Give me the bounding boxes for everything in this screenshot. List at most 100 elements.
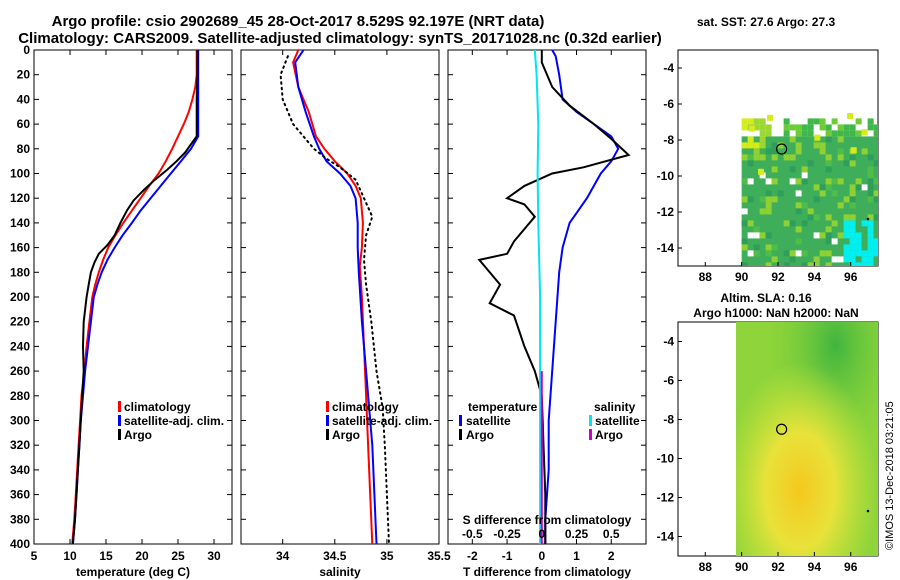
sst-cell [873, 130, 878, 137]
sst-cell [843, 238, 850, 245]
x-tick-label: 1 [573, 549, 580, 563]
sst-cell [801, 172, 808, 179]
sst-cell [867, 172, 874, 179]
difference-legend: temperature salinitysatelliteArgosatellit… [459, 400, 640, 442]
sst-cell [867, 262, 874, 266]
sst-cell [831, 130, 838, 137]
sst-cell [801, 124, 808, 131]
sst-cell [825, 124, 832, 131]
sst-cell [795, 226, 802, 233]
map-y-tick-label: -14 [657, 241, 675, 255]
legend-label: climatology [124, 400, 191, 414]
sst-cell [849, 124, 856, 131]
s-tick-label: -0.25 [493, 527, 521, 541]
sst-cell [759, 154, 766, 161]
sst-cell [807, 130, 814, 137]
sst-cell [825, 184, 832, 191]
sst-cell [849, 262, 856, 266]
sst-cell [813, 142, 820, 149]
legend-header-temperature: temperature [468, 400, 538, 414]
sst-cell [825, 136, 832, 143]
sst-cell [825, 262, 832, 266]
legend-swatch [326, 401, 329, 412]
sst-cell [783, 154, 790, 161]
s-tick-label: 0.25 [565, 527, 589, 541]
sst-cell [831, 256, 838, 263]
sst-cell [837, 154, 844, 161]
sst-cell [837, 130, 844, 137]
sst-cell [867, 184, 874, 191]
sst-cell [759, 118, 766, 125]
x-tick-label: 15 [99, 549, 113, 563]
sst-cell [819, 190, 826, 197]
sst-cell [861, 129, 868, 136]
sst-cell [855, 130, 862, 137]
map-y-tick-label: -12 [657, 205, 675, 219]
sst-cell [795, 208, 802, 215]
s-tick-label: 0.5 [603, 527, 620, 541]
sst-cell [771, 148, 778, 155]
temperature-plot-frame [33, 49, 233, 545]
sst-cell [819, 118, 826, 125]
sst-cell [861, 250, 868, 257]
legend-swatch [459, 429, 462, 440]
sst-cell [807, 208, 814, 215]
sst-cell [783, 124, 790, 131]
sst-cell [843, 130, 850, 137]
sst-cell [807, 118, 814, 125]
sst-cell [759, 130, 766, 137]
sst-cell [759, 142, 766, 149]
sst-cell [807, 124, 814, 131]
sst-cell [801, 166, 808, 173]
sst-cell [843, 160, 850, 167]
salinity-panel: 34 34.5 35 35.5 salinity climatologysatelli… [240, 49, 451, 579]
sst-cell [819, 250, 826, 257]
sst-cell [767, 114, 774, 121]
legend-swatch [589, 415, 592, 426]
sst-cell [759, 136, 766, 143]
map-y-tick-label: -6 [663, 97, 674, 111]
y-tick-label: 120 [10, 191, 30, 205]
sst-cell [741, 238, 748, 245]
sst-cell [855, 244, 862, 251]
sst-cell [741, 118, 748, 125]
sst-cell [873, 160, 878, 167]
legend-swatch [326, 415, 329, 426]
sst-cell [861, 232, 868, 239]
map-x-tick-label: 90 [735, 560, 749, 574]
sst-cell [765, 148, 772, 155]
y-tick-label: 380 [10, 512, 30, 526]
sst-cell [867, 256, 874, 263]
sst-cell [873, 232, 878, 239]
sst-cell [849, 190, 856, 197]
sst-cell [831, 238, 838, 245]
y-tick-label: 220 [10, 315, 30, 329]
salinity-series [279, 49, 390, 545]
sst-cell [849, 250, 856, 257]
sst-cell [783, 220, 790, 227]
sst-cell [873, 256, 878, 263]
sst-cell [789, 124, 796, 131]
map-y-tick-label: -8 [663, 133, 674, 147]
sst-cell [777, 190, 784, 197]
sst-cell [843, 244, 850, 251]
sst-cell [753, 250, 760, 257]
sst-cell [849, 154, 856, 161]
sst-cell [783, 118, 790, 125]
sst-cell [765, 190, 772, 197]
sst-cell [813, 214, 820, 221]
sst-cell [748, 125, 755, 132]
temperature-axis-label: temperature (deg C) [76, 565, 190, 579]
x-tick-label: 5 [31, 549, 38, 563]
sst-cell [795, 178, 802, 185]
sst-cell [825, 238, 832, 245]
series-line-temperature-argo [477, 50, 631, 544]
map-x-tick-label: 88 [699, 270, 713, 284]
sst-cell [843, 262, 850, 266]
sst-cell [789, 250, 796, 257]
sst-cell [741, 142, 748, 149]
sst-cell [847, 113, 854, 119]
sst-cell [843, 250, 850, 257]
